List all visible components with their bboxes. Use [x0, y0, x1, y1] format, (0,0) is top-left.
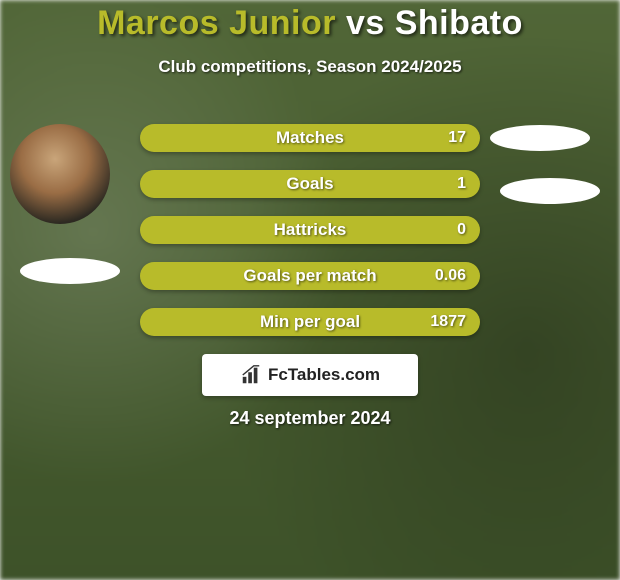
- title: Marcos Junior vs Shibato: [0, 0, 620, 43]
- stat-bar-goals: Goals 1: [140, 170, 480, 198]
- date-text: 24 september 2024: [0, 408, 620, 429]
- stat-value: 0.06: [435, 267, 466, 285]
- player1-marker: [20, 258, 120, 284]
- badge-prefix: Fc: [268, 365, 288, 384]
- player1-name: Marcos Junior: [97, 4, 336, 42]
- subtitle: Club competitions, Season 2024/2025: [0, 57, 620, 77]
- stat-bar-hattricks: Hattricks 0: [140, 216, 480, 244]
- vs-text: vs: [346, 4, 385, 42]
- comparison-card: Marcos Junior vs Shibato Club competitio…: [0, 0, 620, 580]
- stat-bar-min-per-goal: Min per goal 1877: [140, 308, 480, 336]
- stat-label: Hattricks: [140, 220, 480, 240]
- player2-name: Shibato: [395, 4, 523, 42]
- player1-avatar: [10, 124, 110, 224]
- stat-value: 0: [457, 221, 466, 239]
- badge-text: FcTables.com: [268, 365, 380, 385]
- stat-value: 17: [448, 129, 466, 147]
- player2-marker-1: [490, 125, 590, 151]
- stat-label: Goals per match: [140, 266, 480, 286]
- stats-bars: Matches 17 Goals 1 Hattricks 0 Goals per…: [140, 124, 480, 354]
- stat-label: Goals: [140, 174, 480, 194]
- stat-label: Matches: [140, 128, 480, 148]
- stat-value: 1877: [430, 313, 466, 331]
- badge-suffix: Tables.com: [288, 365, 380, 384]
- stat-label: Min per goal: [140, 312, 480, 332]
- fctables-badge: FcTables.com: [202, 354, 418, 396]
- stat-value: 1: [457, 175, 466, 193]
- bar-chart-icon: [240, 364, 262, 386]
- stat-bar-matches: Matches 17: [140, 124, 480, 152]
- player2-marker-2: [500, 178, 600, 204]
- stat-bar-goals-per-match: Goals per match 0.06: [140, 262, 480, 290]
